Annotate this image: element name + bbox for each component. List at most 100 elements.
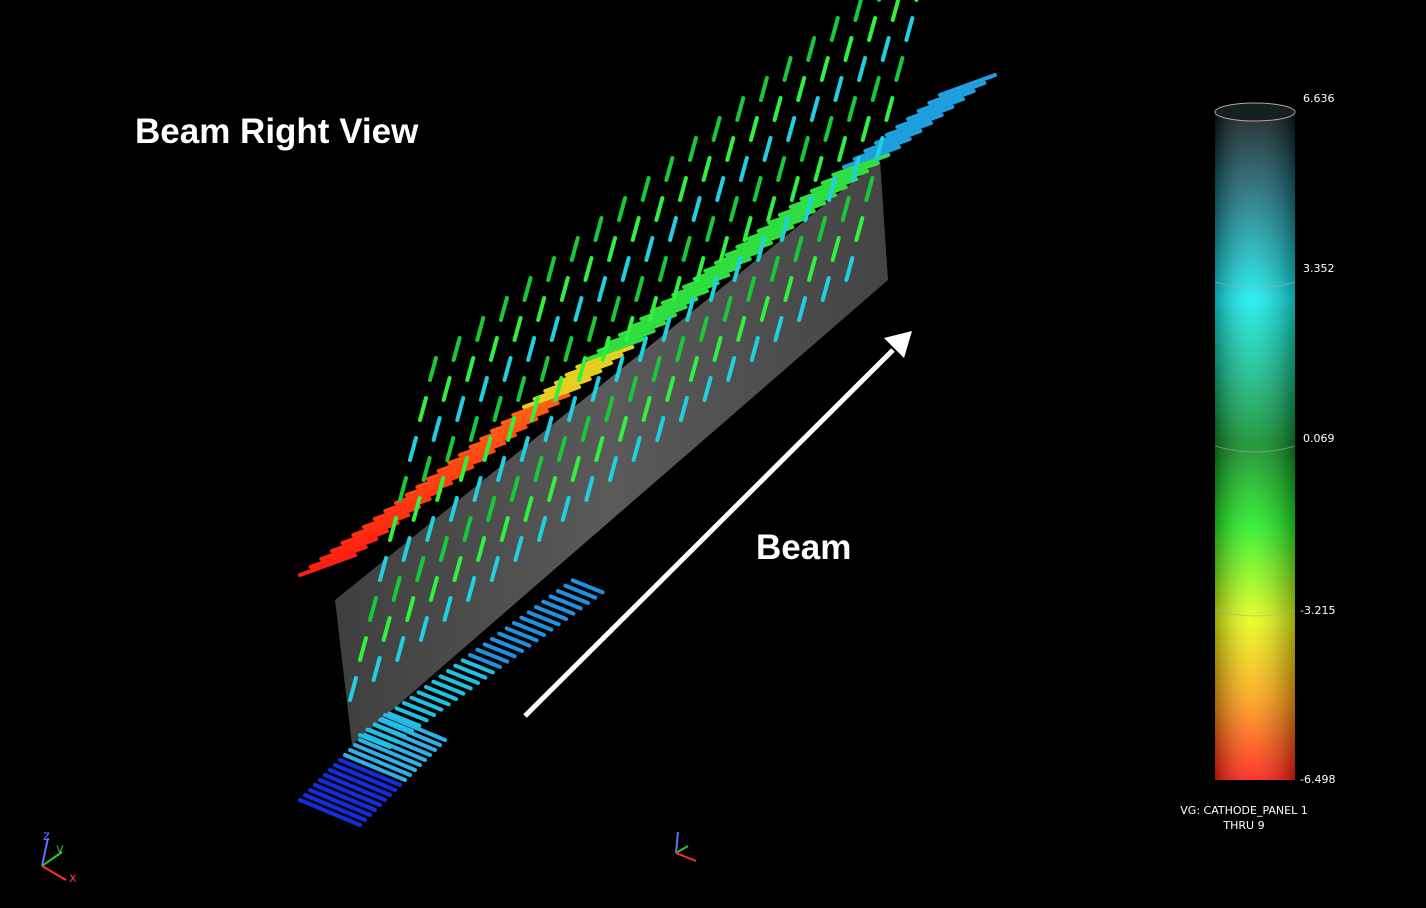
vector-arrow	[497, 631, 532, 648]
vector-arrow	[705, 216, 716, 242]
vector-arrow	[448, 496, 459, 522]
vector-arrow	[695, 256, 706, 282]
vector-arrow	[691, 196, 702, 222]
vector-arrow	[701, 156, 712, 182]
vector-arrow	[762, 136, 773, 162]
vector-arrow	[711, 116, 722, 142]
vector-arrow	[570, 456, 581, 482]
vector-arrow	[718, 236, 729, 262]
vector-arrow	[563, 336, 574, 362]
vector-arrow	[906, 97, 965, 121]
vector-arrow	[671, 273, 731, 297]
vector-arrow	[577, 356, 588, 382]
vector-arrow	[458, 456, 469, 482]
vector-arrow	[534, 605, 568, 621]
vector-arrow	[387, 711, 422, 728]
vector-arrow	[799, 177, 859, 201]
vector-arrow	[511, 393, 571, 417]
legend-caption-line1: VG: CATHODE_PANEL 1	[1180, 804, 1308, 817]
vector-arrow	[904, 16, 915, 42]
vector-arrow	[358, 636, 368, 662]
vector-arrow	[348, 748, 412, 777]
vector-arrow	[441, 376, 452, 402]
vector-arrow	[512, 621, 546, 637]
vector-arrow	[840, 196, 851, 222]
vector-arrow	[523, 496, 534, 522]
vector-arrow	[431, 679, 466, 696]
vector-arrow	[547, 476, 558, 502]
vector-arrow	[522, 385, 581, 409]
vector-arrow	[308, 545, 368, 569]
vector-arrow	[519, 615, 554, 632]
vector-arrow	[842, 145, 901, 169]
vector-arrow	[628, 305, 688, 329]
vector-arrow	[796, 76, 807, 102]
vector-arrow	[416, 690, 451, 707]
cathode-panel-surface	[335, 160, 888, 745]
vector-arrow	[475, 316, 486, 342]
vector-arrow	[567, 396, 578, 422]
vector-arrow	[502, 356, 513, 382]
vector-arrow	[759, 296, 770, 322]
vector-arrow	[853, 0, 863, 22]
triad-z-label: z	[43, 829, 50, 844]
vector-arrow	[817, 216, 828, 242]
vector-arrow	[368, 596, 378, 622]
vector-arrow	[522, 276, 533, 302]
vector-arrow	[938, 73, 997, 97]
vector-arrow	[340, 521, 400, 545]
vector-arrow	[594, 436, 605, 462]
xyz-axis-triad-icon: z y x	[41, 829, 77, 886]
vector-arrow	[829, 16, 840, 42]
vector-arrow	[837, 136, 848, 162]
vector-arrow	[476, 536, 487, 562]
vector-arrow	[618, 416, 628, 442]
vector-arrow	[655, 416, 666, 442]
vector-arrow	[418, 616, 429, 642]
vector-arrow	[809, 96, 820, 122]
vector-arrow	[736, 316, 747, 342]
vector-arrow	[675, 336, 686, 362]
vector-arrow	[820, 161, 880, 185]
vector-arrow	[351, 513, 411, 537]
vector-arrow	[554, 361, 613, 385]
vector-arrow	[728, 196, 739, 222]
vector-arrow	[536, 296, 547, 322]
vector-arrow	[338, 758, 402, 787]
vector-arrow	[428, 576, 439, 602]
vector-arrow	[756, 236, 767, 262]
vector-arrow	[895, 105, 955, 129]
vector-arrow	[746, 276, 757, 302]
vector-arrow	[634, 276, 645, 302]
vector-arrow	[533, 456, 544, 482]
vector-arrow	[557, 436, 568, 462]
vector-arrow	[725, 136, 736, 162]
vector-arrow	[916, 89, 976, 113]
vector-arrow	[678, 396, 689, 422]
vector-arrow	[793, 236, 804, 262]
vector-arrow	[499, 516, 510, 542]
vector-arrow	[813, 156, 824, 182]
vector-arrow	[854, 216, 865, 242]
vector-arrow	[318, 778, 382, 807]
vector-arrow	[451, 336, 462, 362]
vector-arrow	[797, 296, 808, 322]
vector-arrow	[712, 336, 723, 362]
vector-arrow	[415, 556, 426, 582]
vector-arrow	[827, 176, 838, 202]
vector-arrow	[927, 81, 987, 105]
vector-arrow	[631, 436, 642, 462]
vector-arrow	[852, 137, 912, 161]
vector-arrow	[620, 256, 631, 282]
vector-arrow	[465, 356, 476, 382]
legend-min-value: -6.498	[1300, 773, 1336, 786]
vector-arrow	[348, 676, 358, 702]
vector-arrow	[671, 276, 682, 302]
vector-arrow	[472, 476, 483, 502]
vector-arrow	[371, 656, 382, 682]
legend-max-value: 6.636	[1303, 92, 1335, 105]
vector-arrow	[541, 599, 576, 616]
vector-arrow	[398, 476, 408, 502]
vector-arrow	[548, 594, 583, 611]
